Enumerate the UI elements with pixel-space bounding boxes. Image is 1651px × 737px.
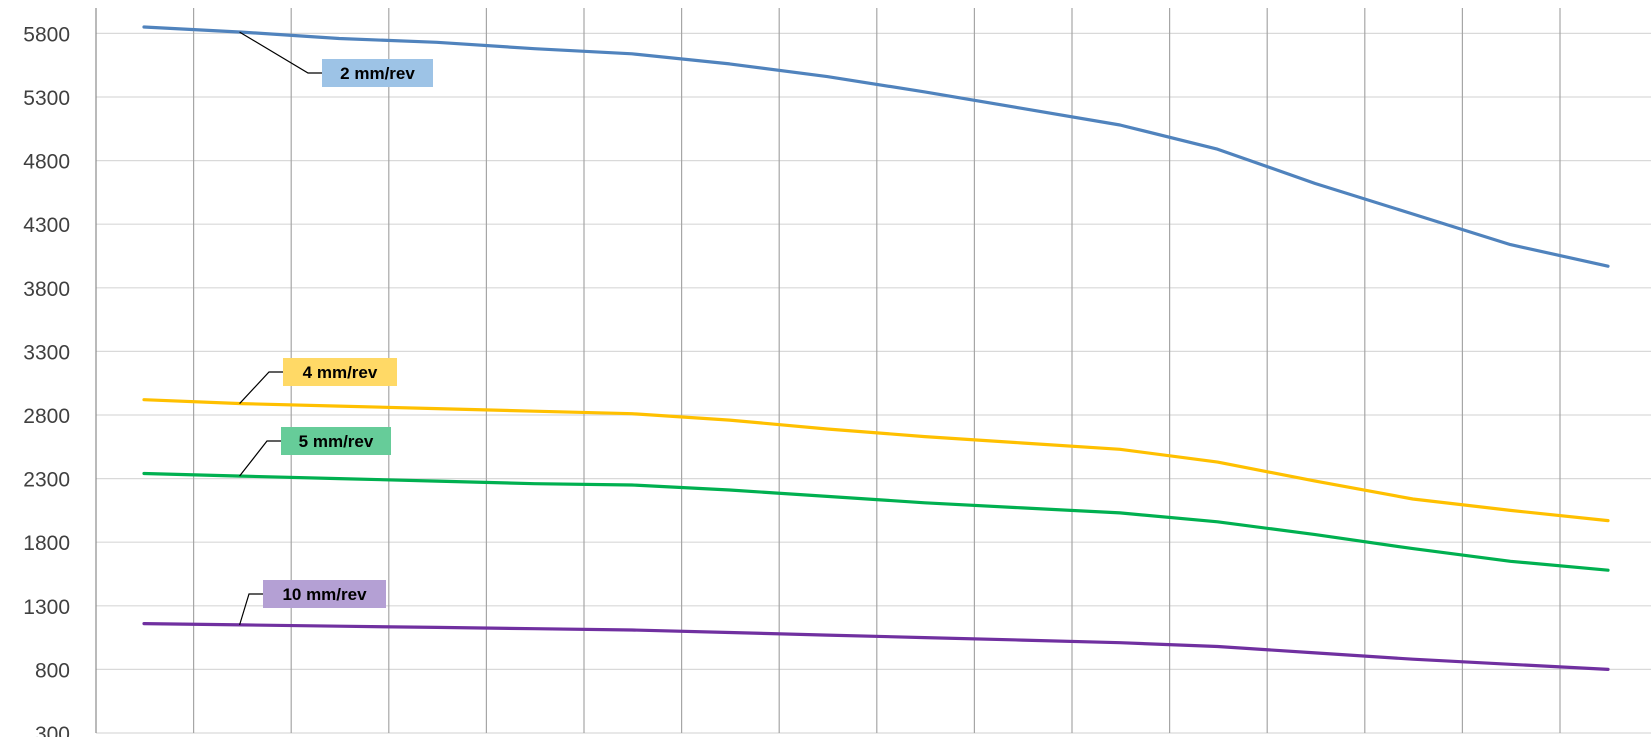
leader-line: [239, 593, 263, 626]
series-lines: [142, 25, 1610, 672]
y-tick-label: 4300: [23, 214, 70, 237]
data-label-box: [281, 427, 391, 455]
series-line-2: [142, 471, 1610, 572]
series-label: 4 mm/rev: [303, 363, 378, 382]
series-label: 10 mm/rev: [282, 585, 367, 604]
data-label-box: [322, 59, 433, 87]
series-line-0: [142, 25, 1610, 268]
y-tick-label: 2300: [23, 469, 70, 492]
series-line-1: [142, 398, 1610, 523]
y-tick-label: 2800: [23, 405, 70, 428]
leader-line: [239, 371, 283, 404]
series-data-labels: 2 mm/rev 4 mm/rev 5 mm/rev 10 mm/rev: [239, 31, 433, 626]
series-label: 2 mm/rev: [340, 64, 415, 83]
y-axis-tick-labels: 300 800 1300 1800 2300 2800 3300 3800 4300 4800 53…: [23, 23, 70, 737]
y-tick-label: 3300: [23, 341, 70, 364]
y-tick-label: 5800: [23, 23, 70, 46]
vertical-gridlines: [95, 8, 1561, 733]
y-tick-label: 4800: [23, 151, 70, 174]
leader-line: [239, 31, 322, 74]
y-tick-label: 5300: [23, 87, 70, 110]
y-tick-label: 1800: [23, 532, 70, 555]
y-tick-label: 300: [35, 723, 70, 737]
data-label-box: [283, 358, 397, 386]
y-tick-label: 3800: [23, 278, 70, 301]
y-tick-label: 1300: [23, 596, 70, 619]
series-label: 5 mm/rev: [299, 432, 374, 451]
y-tick-label: 800: [35, 659, 70, 682]
leader-line: [239, 440, 281, 477]
series-line-3: [142, 621, 1610, 672]
data-label-box: [263, 580, 386, 608]
